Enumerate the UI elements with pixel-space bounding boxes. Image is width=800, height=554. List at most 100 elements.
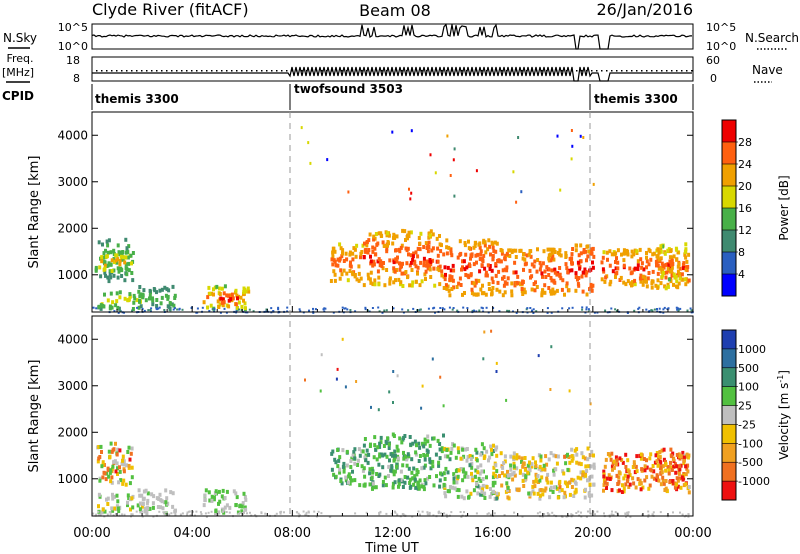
heatmap-cell	[132, 300, 136, 305]
heatmap-cell	[149, 309, 152, 311]
heatmap-cell	[179, 513, 182, 516]
heatmap-cell	[587, 491, 591, 496]
heatmap-cell	[484, 250, 488, 255]
heatmap-cell	[378, 452, 382, 457]
freq-tick-bottom: 8	[73, 72, 80, 85]
heatmap-cell	[652, 511, 655, 514]
heatmap-cell	[331, 254, 335, 259]
heatmap-cell	[672, 457, 676, 462]
heatmap-cell	[337, 458, 341, 463]
heatmap-cell	[416, 265, 420, 270]
heatmap-cell	[416, 480, 420, 485]
heatmap-cell	[297, 512, 300, 515]
heatmap-cell	[614, 275, 617, 279]
heatmap-cell	[132, 293, 136, 298]
nave-point	[541, 70, 543, 72]
heatmap-cell	[223, 284, 227, 289]
heatmap-cell	[438, 456, 442, 461]
heatmap-cell	[443, 308, 446, 311]
nave-point	[296, 70, 298, 72]
heatmap-cell	[163, 285, 167, 290]
heatmap-cell	[225, 511, 228, 513]
heatmap-cell	[549, 388, 552, 391]
nave-point	[586, 70, 588, 72]
heatmap-cell	[96, 459, 100, 464]
heatmap-cell	[410, 191, 413, 195]
heatmap-cell	[523, 478, 527, 483]
heatmap-cell	[479, 492, 483, 497]
heatmap-cell	[117, 311, 120, 314]
nave-point	[561, 70, 563, 72]
heatmap-cell	[125, 272, 129, 277]
heatmap-cell	[121, 454, 125, 459]
heatmap-cell	[338, 455, 342, 460]
heatmap-cell	[550, 251, 554, 256]
heatmap-cell	[436, 266, 440, 271]
nave-point	[691, 70, 693, 72]
heatmap-cell	[656, 285, 660, 290]
heatmap-cell	[254, 514, 257, 517]
heatmap-cell	[669, 447, 673, 452]
heatmap-cell	[617, 479, 621, 484]
heatmap-cell	[371, 481, 375, 486]
heatmap-cell	[341, 464, 345, 469]
heatmap-cell	[146, 505, 150, 510]
heatmap-cell	[390, 512, 393, 515]
heatmap-cell	[515, 200, 518, 204]
heatmap-cell	[116, 472, 119, 476]
heatmap-cell	[252, 310, 255, 313]
heatmap-cell	[636, 263, 640, 268]
heatmap-cell	[305, 513, 308, 516]
heatmap-cell	[368, 467, 372, 472]
heatmap-cell	[550, 278, 554, 283]
heatmap-cell	[155, 496, 159, 501]
heatmap-cell	[567, 288, 571, 293]
heatmap-cell	[578, 266, 582, 271]
heatmap-cell	[457, 488, 461, 493]
heatmap-cell	[576, 475, 580, 480]
power-colorbar-label: Power [dB]	[777, 175, 791, 240]
heatmap-cell	[366, 272, 370, 277]
heatmap-cell	[482, 469, 485, 474]
heatmap-cell	[448, 293, 452, 298]
nave-point	[126, 70, 128, 72]
heatmap-cell	[562, 495, 566, 500]
nave-point	[441, 70, 443, 72]
heatmap-cell	[640, 265, 644, 270]
heatmap-cell	[651, 252, 655, 257]
heatmap-cell	[687, 278, 691, 283]
heatmap-cell	[396, 255, 399, 260]
heatmap-cell	[639, 257, 643, 262]
heatmap-cell	[666, 282, 670, 287]
heatmap-cell	[410, 457, 414, 462]
heatmap-cell	[104, 248, 107, 253]
heatmap-cell	[443, 277, 447, 282]
colorbar-tick-label: 24	[738, 158, 752, 171]
heatmap-cell	[234, 503, 238, 507]
nave-point	[281, 70, 283, 72]
heatmap-cell	[451, 278, 455, 283]
heatmap-cell	[670, 267, 674, 272]
heatmap-cell	[626, 514, 629, 517]
heatmap-cell	[584, 464, 588, 469]
heatmap-cell	[590, 288, 594, 293]
heatmap-cell	[506, 276, 510, 281]
heatmap-cell	[475, 169, 478, 173]
heatmap-cell	[406, 475, 410, 480]
heatmap-cell	[429, 466, 433, 471]
freq-strip: Freq. [MHz] 18 8 60 0 Nave	[2, 52, 783, 85]
heatmap-cell	[522, 287, 526, 292]
heatmap-cell	[592, 453, 595, 458]
heatmap-cell	[442, 471, 446, 476]
heatmap-cell	[584, 487, 587, 492]
heatmap-cell	[558, 488, 562, 493]
heatmap-cell	[393, 480, 397, 485]
heatmap-cell	[546, 247, 550, 252]
heatmap-cell	[553, 267, 557, 272]
heatmap-cell	[479, 463, 483, 468]
heatmap-cell	[652, 476, 656, 481]
heatmap-cell	[116, 466, 119, 471]
heatmap-cell	[584, 473, 588, 478]
heatmap-cell	[222, 300, 226, 305]
heatmap-cell	[666, 308, 669, 310]
